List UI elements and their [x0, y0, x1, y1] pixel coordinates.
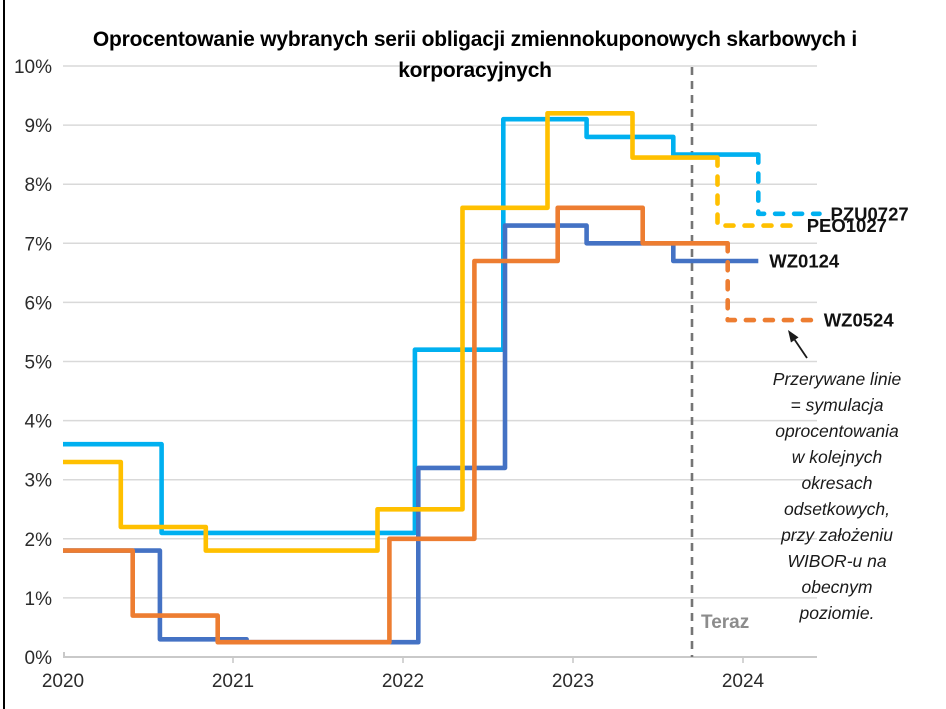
teraz-label: Teraz [701, 612, 750, 633]
series-label-PEO1027: PEO1027 [807, 215, 887, 236]
series-label-WZ0524: WZ0524 [824, 310, 895, 331]
y-axis-label-9%: 9% [25, 116, 53, 137]
y-axis-label-8%: 8% [25, 175, 53, 196]
series-label-PZU0727: PZU0727 [831, 203, 909, 224]
y-axis-label-4%: 4% [25, 412, 53, 433]
series-line-PZU0727 [63, 116, 759, 536]
series-label-WZ0124: WZ0124 [769, 251, 840, 272]
series-dashed-PZU0727 [756, 152, 822, 217]
y-axis-label-0%: 0% [25, 648, 53, 669]
series-dashed-WZ0524 [725, 241, 815, 323]
x-axis-label-2024: 2024 [722, 671, 765, 692]
y-axis-label-1%: 1% [25, 589, 53, 610]
series-line-WZ0524 [63, 205, 728, 645]
annotation-text: Przerywane linie = symulacja oprocentowa… [772, 369, 902, 623]
y-axis-label-7%: 7% [25, 234, 53, 255]
x-axis-label-2023: 2023 [552, 671, 594, 692]
y-axis-label-6%: 6% [25, 293, 53, 314]
series-line-PEO1027 [63, 111, 718, 553]
chart-title: Oprocentowanie wybranych serii obligacji… [92, 28, 858, 82]
x-axis-label-2021: 2021 [212, 671, 254, 692]
y-axis-label-10%: 10% [14, 57, 52, 78]
annotation-arrow-head [788, 330, 799, 343]
series-line-WZ0124 [63, 223, 759, 645]
y-axis-label-5%: 5% [25, 353, 53, 374]
x-axis-label-2022: 2022 [382, 671, 424, 692]
annotation-arrow-line [793, 339, 808, 359]
y-axis-label-2%: 2% [25, 530, 53, 551]
x-axis-label-2020: 2020 [42, 671, 84, 692]
series-dashed-PEO1027 [715, 155, 798, 228]
y-axis-label-3%: 3% [25, 471, 53, 492]
